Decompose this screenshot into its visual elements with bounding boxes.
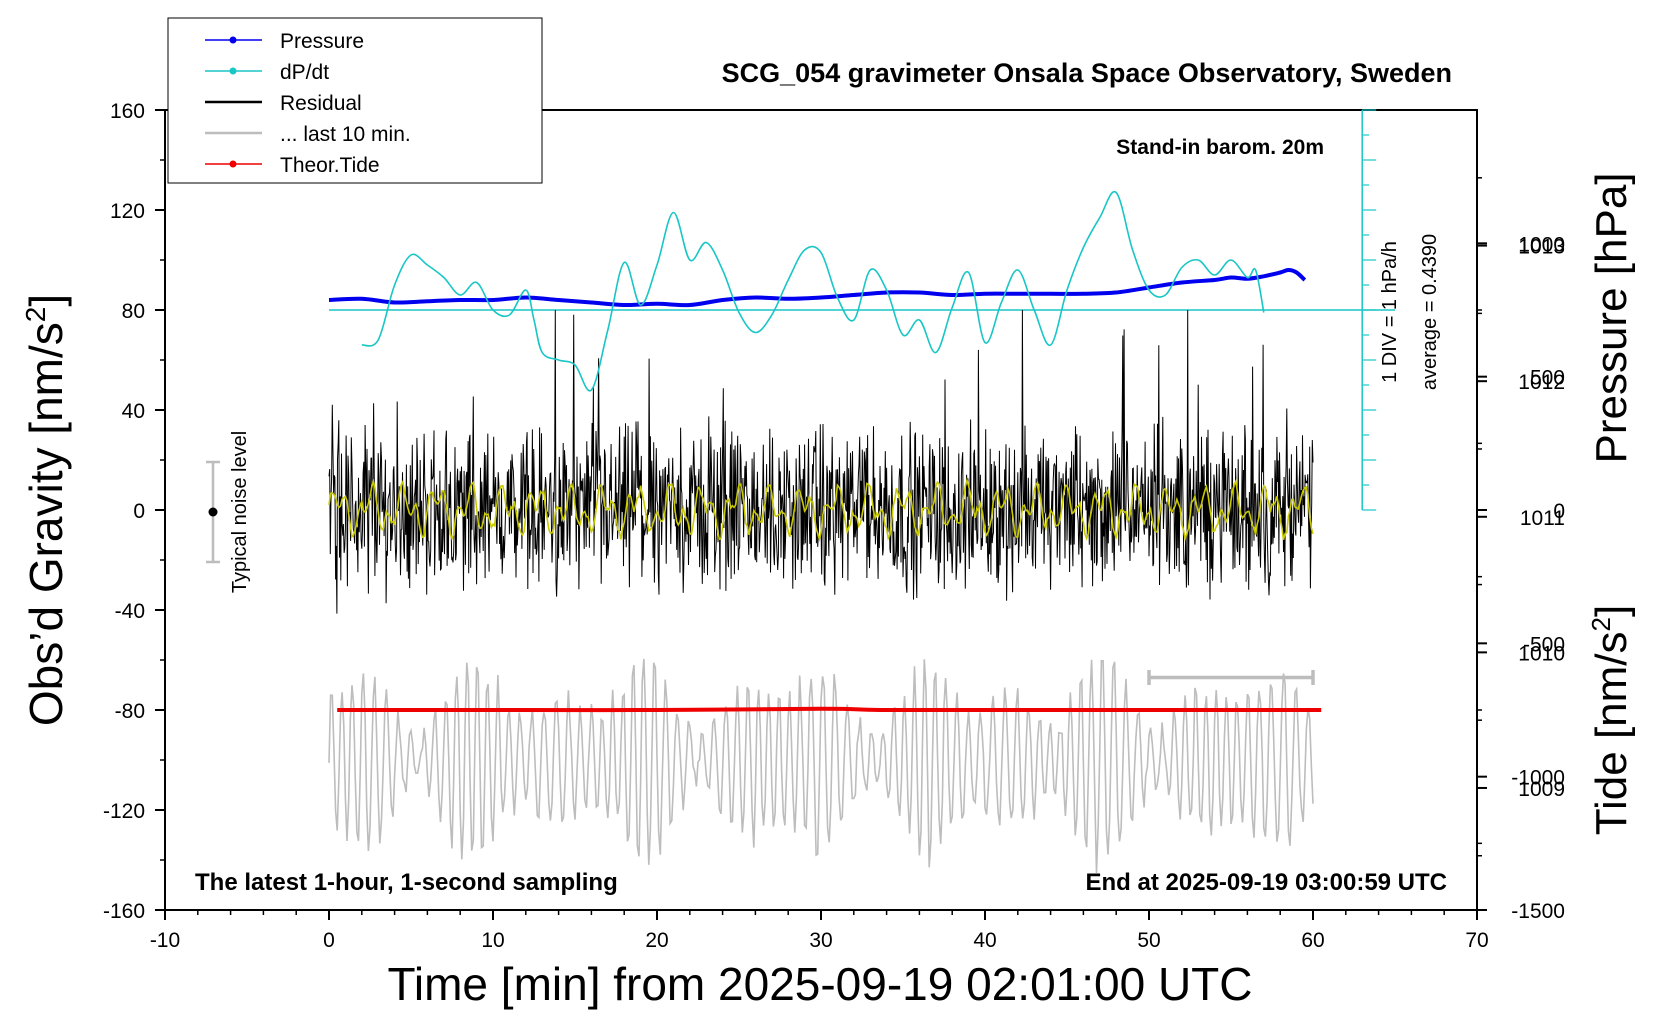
y-tick-label: 120	[110, 200, 145, 223]
noise-level-label: Typical noise level	[229, 431, 251, 593]
legend-marker	[229, 160, 237, 168]
theor-tide-series	[337, 706, 1322, 713]
x-tick-label: 50	[1137, 929, 1160, 952]
tide-tick-label: 1000	[1518, 233, 1565, 256]
noise-bar-dot	[208, 507, 218, 517]
y-axis-title-end: ]	[20, 294, 72, 307]
x-tick-label: 70	[1465, 929, 1488, 952]
y-tick-label: 160	[110, 100, 145, 123]
legend-marker	[229, 36, 237, 44]
y-tick-label: -80	[115, 700, 145, 723]
y-axis-title: Obs’d Gravity [nm/s2]	[20, 294, 72, 726]
legend-label: ... last 10 min.	[280, 123, 411, 146]
chart-title: SCG_054 gravimeter Onsala Space Observat…	[722, 58, 1452, 88]
tide-tick-label: -500	[1523, 633, 1565, 656]
series-layer	[328, 190, 1322, 874]
y-axis-title-text: Obs’d Gravity [nm/s	[20, 322, 72, 726]
stand-in-barometer-note: Stand-in barom. 20m	[1116, 136, 1324, 159]
x-tick-label: 60	[1301, 929, 1324, 952]
legend-label: Pressure	[280, 30, 364, 53]
dpdt-scale	[329, 109, 1395, 511]
x-tick-label: -10	[150, 929, 180, 952]
pressure-tick-label: 1013	[1518, 236, 1565, 259]
y-axis-title-sup: 2	[20, 307, 51, 323]
pressure-tick-label: 1012	[1518, 371, 1565, 394]
tide-tick-label: 0	[1553, 500, 1565, 523]
y-tick-label: 80	[122, 300, 145, 323]
x-axis-title: Time [min] from 2025-09-19 02:01:00 UTC	[388, 958, 1253, 1010]
y-tick-label: 0	[133, 500, 145, 523]
bottom-left-note: The latest 1-hour, 1-second sampling	[195, 869, 618, 896]
tide-axis-title-sup: 2	[1586, 617, 1616, 631]
average-label: average = 0.4390	[1419, 234, 1441, 390]
legend-label: Residual	[280, 92, 362, 115]
legend-label: dP/dt	[280, 61, 329, 84]
legend-label: Theor.Tide	[280, 154, 380, 177]
x-tick-label: 40	[973, 929, 996, 952]
y-tick-label: -160	[103, 900, 145, 923]
noise-level-bar	[206, 460, 220, 564]
legend-marker	[229, 67, 237, 75]
tide-axis-title-end: ]	[1587, 605, 1636, 617]
tide-axis: 1000 500 0 -500 -1000 -1500	[1477, 233, 1565, 923]
x-tick-label: 0	[323, 929, 335, 952]
tide-axis-title-text: Tide [nm/s	[1587, 631, 1636, 835]
y-tick-label: -120	[103, 800, 145, 823]
x-axis: -10 0 10 20 30 40 50 60 70	[150, 910, 1489, 952]
legend-box	[167, 17, 543, 184]
x-tick-label: 10	[481, 929, 504, 952]
y-tick-label: 40	[122, 400, 145, 423]
y-axis-left: 160 120 80 40 0 -40 -80 -120 -160	[103, 100, 165, 923]
pressure-tick-label: 1009	[1518, 778, 1565, 801]
legend: Pressure dP/dt Residual ... last 10 min. The…	[167, 17, 543, 184]
bottom-right-note: End at 2025-09-19 03:00:59 UTC	[1086, 869, 1448, 896]
tide-tick-label: -1000	[1511, 767, 1565, 790]
pressure-axis: 1013 1012 1011 1010 1009	[1477, 177, 1565, 857]
x-tick-label: 30	[809, 929, 832, 952]
tide-tick-label: -1500	[1511, 900, 1565, 923]
x-tick-label: 20	[645, 929, 668, 952]
y-tick-label: -40	[115, 600, 145, 623]
pressure-axis-title: Pressure [hPa]	[1587, 172, 1636, 463]
residual-trace	[328, 309, 1314, 614]
div-label: 1 DIV = 1 hPa/h	[1379, 241, 1401, 383]
last-10-min-trace	[328, 658, 1314, 874]
tide-tick-label: 500	[1530, 367, 1565, 390]
pressure-series	[328, 267, 1307, 308]
dp-dt-series	[361, 190, 1265, 392]
pressure-tick-label: 1010	[1518, 642, 1565, 665]
pressure-tick-label: 1011	[1520, 507, 1565, 530]
tide-axis-title: Tide [nm/s2]	[1586, 605, 1636, 835]
residual-smoothed-trace	[328, 477, 1314, 543]
